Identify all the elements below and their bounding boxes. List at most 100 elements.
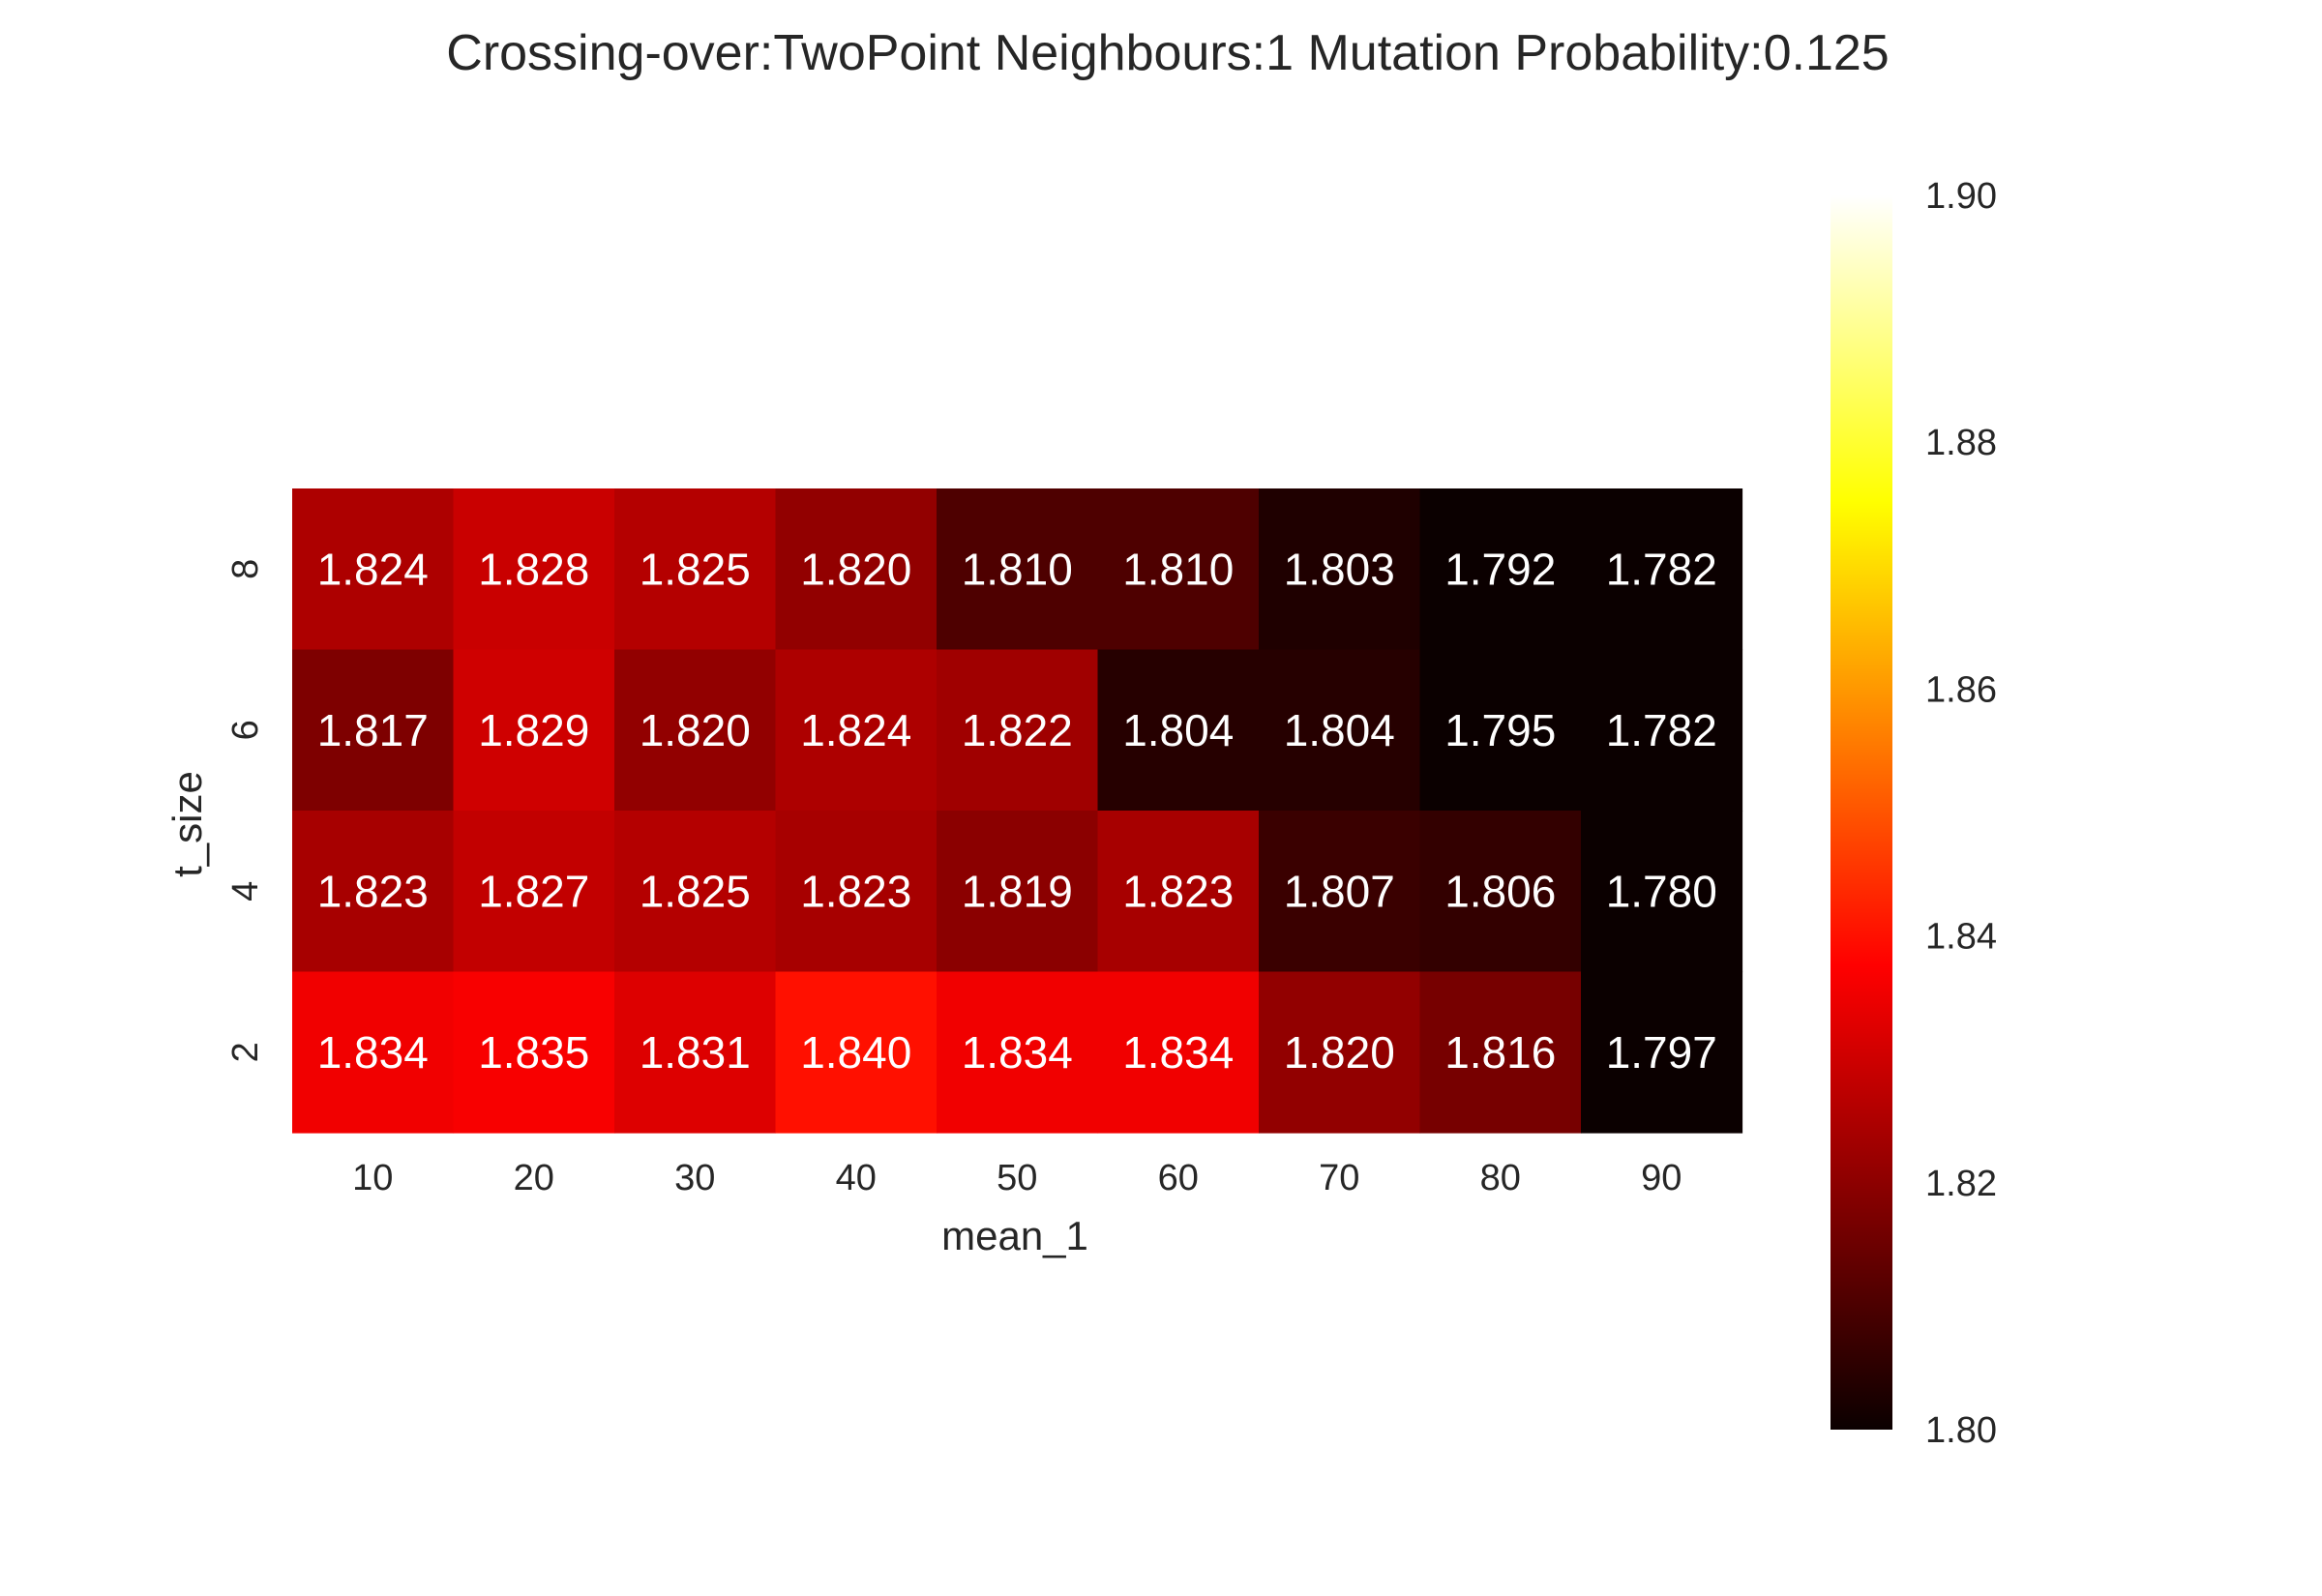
- heatmap-cell: [775, 488, 938, 651]
- y-tick-labels: 8 6 4 2: [225, 559, 266, 1063]
- colorbar-tick-label: 1.82: [1925, 1164, 1997, 1204]
- cell-value-label: 1.828: [478, 544, 589, 594]
- heatmap-cell: [1259, 971, 1421, 1134]
- colorbar-tick-label: 1.84: [1925, 917, 1997, 958]
- cell-value-label: 1.792: [1444, 544, 1556, 594]
- heatmap-cell: [614, 649, 777, 812]
- cell-value-label: 1.825: [640, 544, 751, 594]
- cell-value-label: 1.810: [962, 544, 1073, 594]
- cell-value-label: 1.825: [640, 866, 751, 916]
- heatmap-cell: [614, 971, 777, 1134]
- x-tick-label: 80: [1480, 1158, 1521, 1198]
- cell-value-label: 1.806: [1444, 866, 1556, 916]
- y-tick-label: 8: [225, 559, 266, 579]
- heatmap-cell: [937, 649, 1099, 812]
- heatmap-cell: [292, 811, 455, 973]
- colorbar-tick-label: 1.80: [1925, 1410, 1997, 1451]
- heatmap-cell: [937, 811, 1099, 973]
- heatmap-cell: [775, 649, 938, 812]
- cell-value-label: 1.823: [800, 866, 911, 916]
- colorbar-tick-label: 1.86: [1925, 669, 1997, 710]
- x-tick-label: 60: [1158, 1158, 1199, 1198]
- cell-value-label: 1.824: [800, 705, 911, 755]
- heatmap-cell: [453, 971, 615, 1134]
- heatmap-cell: [1419, 488, 1582, 651]
- heatmap-cell: [1097, 488, 1260, 651]
- cell-value-label: 1.834: [317, 1027, 429, 1078]
- cell-value-label: 1.835: [478, 1027, 589, 1078]
- cell-value-label: 1.829: [478, 705, 589, 755]
- heatmap-cell: [453, 811, 615, 973]
- heatmap-cell: [1097, 971, 1260, 1134]
- cell-value-label: 1.817: [317, 705, 429, 755]
- heatmap-cell: [937, 971, 1099, 1134]
- y-tick-label: 4: [225, 881, 266, 901]
- x-tick-label: 70: [1319, 1158, 1359, 1198]
- heatmap-cell: [775, 811, 938, 973]
- heatmap-cell: [1419, 811, 1582, 973]
- heatmap-cell: [1097, 649, 1260, 812]
- cell-value-label: 1.804: [1284, 705, 1395, 755]
- heatmap-cell: [292, 971, 455, 1134]
- heatmap-cells: 1.824 1.828 1.825 1.820 1.810 1.810 1.803 1.792…: [292, 488, 1743, 1134]
- x-tick-labels: 10 20 30 40 50 60 70 80 90: [352, 1158, 1682, 1198]
- heatmap-cell: [1097, 811, 1260, 973]
- colorbar-tick-label: 1.88: [1925, 423, 1997, 463]
- heatmap-cell: [614, 811, 777, 973]
- x-tick-label: 10: [352, 1158, 393, 1198]
- cell-value-label: 1.823: [317, 866, 429, 916]
- heatmap-cell: [775, 971, 938, 1134]
- x-tick-label: 30: [674, 1158, 715, 1198]
- y-axis-label: t_size: [164, 771, 210, 877]
- cell-value-label: 1.810: [1122, 544, 1234, 594]
- x-tick-label: 20: [514, 1158, 554, 1198]
- heatmap-cell: [453, 488, 615, 651]
- heatmap-cell: [1259, 488, 1421, 651]
- cell-value-label: 1.782: [1606, 705, 1717, 755]
- cell-value-label: 1.795: [1444, 705, 1556, 755]
- heatmap-cell: [1581, 649, 1743, 812]
- x-tick-label: 50: [997, 1158, 1037, 1198]
- colorbar-tick-label: 1.90: [1925, 176, 1997, 217]
- heatmap-cell: [1259, 649, 1421, 812]
- cell-value-label: 1.819: [962, 866, 1073, 916]
- cell-value-label: 1.820: [640, 705, 751, 755]
- cell-value-label: 1.823: [1122, 866, 1234, 916]
- cell-value-label: 1.831: [640, 1027, 751, 1078]
- cell-value-label: 1.780: [1606, 866, 1717, 916]
- heatmap-cell: [292, 488, 455, 651]
- cell-value-label: 1.834: [962, 1027, 1073, 1078]
- heatmap-cell: [1581, 971, 1743, 1134]
- cell-value-label: 1.840: [800, 1027, 911, 1078]
- cell-value-label: 1.827: [478, 866, 589, 916]
- x-tick-label: 40: [836, 1158, 877, 1198]
- y-tick-label: 6: [225, 720, 266, 740]
- heatmap-cell: [1419, 971, 1582, 1134]
- cell-value-label: 1.797: [1606, 1027, 1717, 1078]
- cell-value-label: 1.807: [1284, 866, 1395, 916]
- heatmap-cell: [453, 649, 615, 812]
- heatmap-cell: [1581, 488, 1743, 651]
- cell-value-label: 1.834: [1122, 1027, 1234, 1078]
- chart-title: Crossing-over:TwoPoint Neighbours:1 Muta…: [446, 25, 1889, 81]
- heatmap-cell: [1581, 811, 1743, 973]
- cell-value-label: 1.822: [962, 705, 1073, 755]
- cell-value-label: 1.804: [1122, 705, 1234, 755]
- cell-value-label: 1.820: [1284, 1027, 1395, 1078]
- x-axis-label: mean_1: [941, 1213, 1088, 1258]
- x-tick-label: 90: [1641, 1158, 1682, 1198]
- heatmap-cell: [614, 488, 777, 651]
- cell-value-label: 1.782: [1606, 544, 1717, 594]
- colorbar: [1831, 195, 1892, 1430]
- heatmap-cell: [1259, 811, 1421, 973]
- cell-value-label: 1.820: [800, 544, 911, 594]
- heatmap-cell: [937, 488, 1099, 651]
- cell-value-label: 1.824: [317, 544, 429, 594]
- cell-value-label: 1.803: [1284, 544, 1395, 594]
- y-tick-label: 2: [225, 1042, 266, 1062]
- cell-value-label: 1.816: [1444, 1027, 1556, 1078]
- colorbar-tick-labels: 1.80 1.82 1.84 1.86 1.88 1.90: [1925, 176, 1997, 1451]
- heatmap-cell: [1419, 649, 1582, 812]
